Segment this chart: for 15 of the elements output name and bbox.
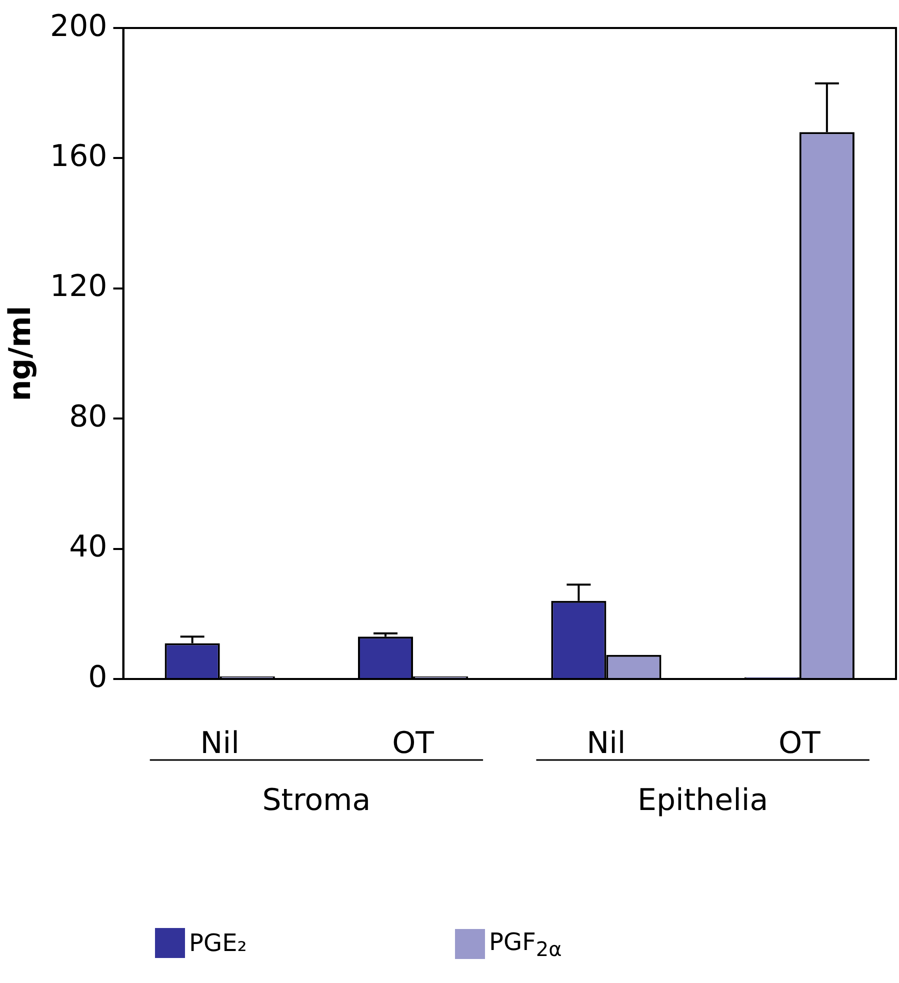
legend-label: PGE₂ [189,929,247,957]
x-tick-label: Nil [200,726,240,761]
x-tick-label: OT [778,726,822,761]
text: Stroma [262,782,371,818]
legend-label: PGF$_{2α}$ [489,928,562,961]
y-tick-label: 40 [69,530,108,565]
y-axis-title: ng/ml [2,306,38,402]
x-tick-label: OT [392,726,435,761]
y-tick-label: 160 [50,138,108,174]
y-tick-label: 0 [88,660,108,695]
y-tick-label: 200 [50,8,108,44]
text: Epithelia [638,782,768,818]
y-tick-label: 120 [50,269,108,304]
y-tick-label: 80 [69,399,108,434]
x-tick-label: Nil [586,726,626,761]
